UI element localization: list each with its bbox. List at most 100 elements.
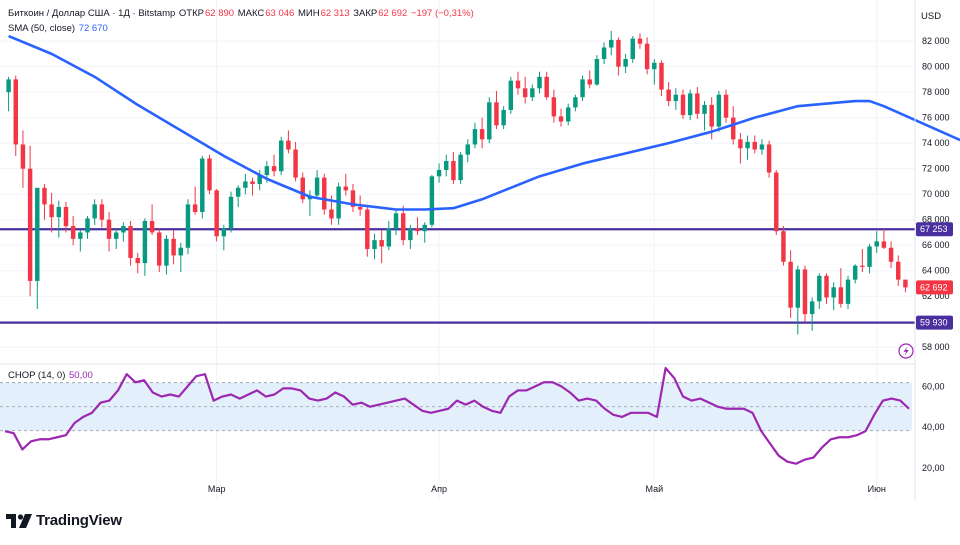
candle-body xyxy=(300,177,305,200)
candle-body xyxy=(695,93,700,114)
candle-body xyxy=(13,79,18,145)
candle-body xyxy=(436,169,442,177)
candle-body xyxy=(372,240,377,250)
last-price-tag xyxy=(916,280,953,295)
candle-body xyxy=(487,102,492,140)
chop-line xyxy=(4,366,910,465)
price-tick-label: 64 000 xyxy=(922,266,950,276)
candle-body xyxy=(444,161,449,170)
currency-label[interactable]: USD xyxy=(921,11,942,22)
candle-body xyxy=(235,187,241,197)
candle-body xyxy=(609,39,614,48)
candle-body xyxy=(896,261,901,280)
candlestick-series xyxy=(6,30,908,335)
candle-body xyxy=(558,116,564,122)
sma-legend[interactable]: SMA (50, close) 72 670 xyxy=(8,23,109,34)
candle-body xyxy=(70,226,76,239)
chop-axis[interactable]: 20,00 40,00 60,00 xyxy=(922,381,945,472)
candle-body xyxy=(888,247,894,262)
time-tick-label: Май xyxy=(645,484,663,494)
price-tick-label: 70 000 xyxy=(922,189,950,199)
candle-body xyxy=(515,80,521,89)
candle-body xyxy=(465,144,470,155)
candle-body xyxy=(508,80,514,111)
candle-body xyxy=(673,94,679,102)
candle-body xyxy=(6,79,11,93)
candle-body xyxy=(42,187,47,205)
candle-body xyxy=(817,275,822,302)
candle-body xyxy=(530,88,535,98)
candle-body xyxy=(781,231,786,262)
candle-body xyxy=(745,141,750,149)
price-tick-label: 82 000 xyxy=(922,36,950,46)
price-tick-label: 62 000 xyxy=(922,291,950,301)
close-label: ЗАКР xyxy=(353,8,378,19)
candle-body xyxy=(687,93,693,116)
candle-body xyxy=(795,269,801,308)
candle-body xyxy=(113,232,119,239)
candle-body xyxy=(809,301,815,315)
candle-body xyxy=(171,238,176,256)
candle-body xyxy=(393,213,399,229)
candle-body xyxy=(838,287,844,304)
candle-body xyxy=(752,141,757,150)
candle-body xyxy=(852,265,858,280)
candle-body xyxy=(185,204,191,248)
candle-body xyxy=(27,168,33,281)
time-tick-label: Мар xyxy=(208,484,226,494)
candle-body xyxy=(106,219,112,239)
price-tick-label: 72 000 xyxy=(922,164,950,174)
candle-body xyxy=(594,58,600,85)
symbol-title[interactable]: Биткоин / Доллар США · 1Д · Bitstamp xyxy=(8,8,176,19)
candle-body xyxy=(286,140,291,150)
candle-body xyxy=(788,261,793,308)
price-tick-label: 78 000 xyxy=(922,87,950,97)
candle-body xyxy=(49,204,54,218)
candle-body xyxy=(501,110,506,126)
candle-body xyxy=(63,206,69,227)
candle-body xyxy=(881,241,887,248)
candle-body xyxy=(637,38,643,44)
candle-body xyxy=(243,181,248,188)
sma-line xyxy=(8,34,960,211)
candle-body xyxy=(709,104,714,127)
candle-body xyxy=(135,257,140,264)
open-label: ОТКР xyxy=(178,8,204,19)
chop-legend[interactable]: CHOP (14, 0) 50,00 xyxy=(8,370,94,381)
close-value: 62 692 xyxy=(378,8,408,19)
candle-body xyxy=(623,58,628,67)
high-label: МАКС xyxy=(237,8,265,19)
chop-value: 50,00 xyxy=(69,370,93,381)
candle-body xyxy=(214,190,219,237)
level-tag-label: 67 253 xyxy=(920,224,948,234)
chop-panel xyxy=(0,366,912,465)
time-tick-label: Июн xyxy=(868,484,886,494)
candle-body xyxy=(874,241,879,247)
candle-body xyxy=(867,246,872,267)
candle-body xyxy=(723,94,729,118)
low-label: МИН xyxy=(297,8,320,19)
low-value: 62 313 xyxy=(320,8,350,19)
candle-body xyxy=(157,232,162,266)
price-tick-label: 58 000 xyxy=(922,342,950,352)
candle-body xyxy=(264,166,270,176)
candle-body xyxy=(429,176,435,225)
price-tick-label: 68 000 xyxy=(922,215,950,225)
tradingview-logo[interactable]: TradingView xyxy=(6,512,122,529)
candle-body xyxy=(121,226,126,233)
candle-body xyxy=(522,88,528,98)
chop-tick-label: 40,00 xyxy=(922,422,945,432)
time-tick-label: Апр xyxy=(431,484,447,494)
candle-body xyxy=(142,220,148,264)
candle-body xyxy=(379,240,384,247)
candle-body xyxy=(766,144,772,173)
bolt-icon[interactable] xyxy=(898,343,914,359)
change-value: −197 (−0,31%) xyxy=(410,8,474,19)
candle-body xyxy=(616,39,621,67)
time-axis[interactable]: Мар Апр Май Июн xyxy=(208,484,886,494)
candle-body xyxy=(149,220,155,233)
chop-tick-label: 20,00 xyxy=(922,463,945,473)
candle-body xyxy=(293,149,298,178)
